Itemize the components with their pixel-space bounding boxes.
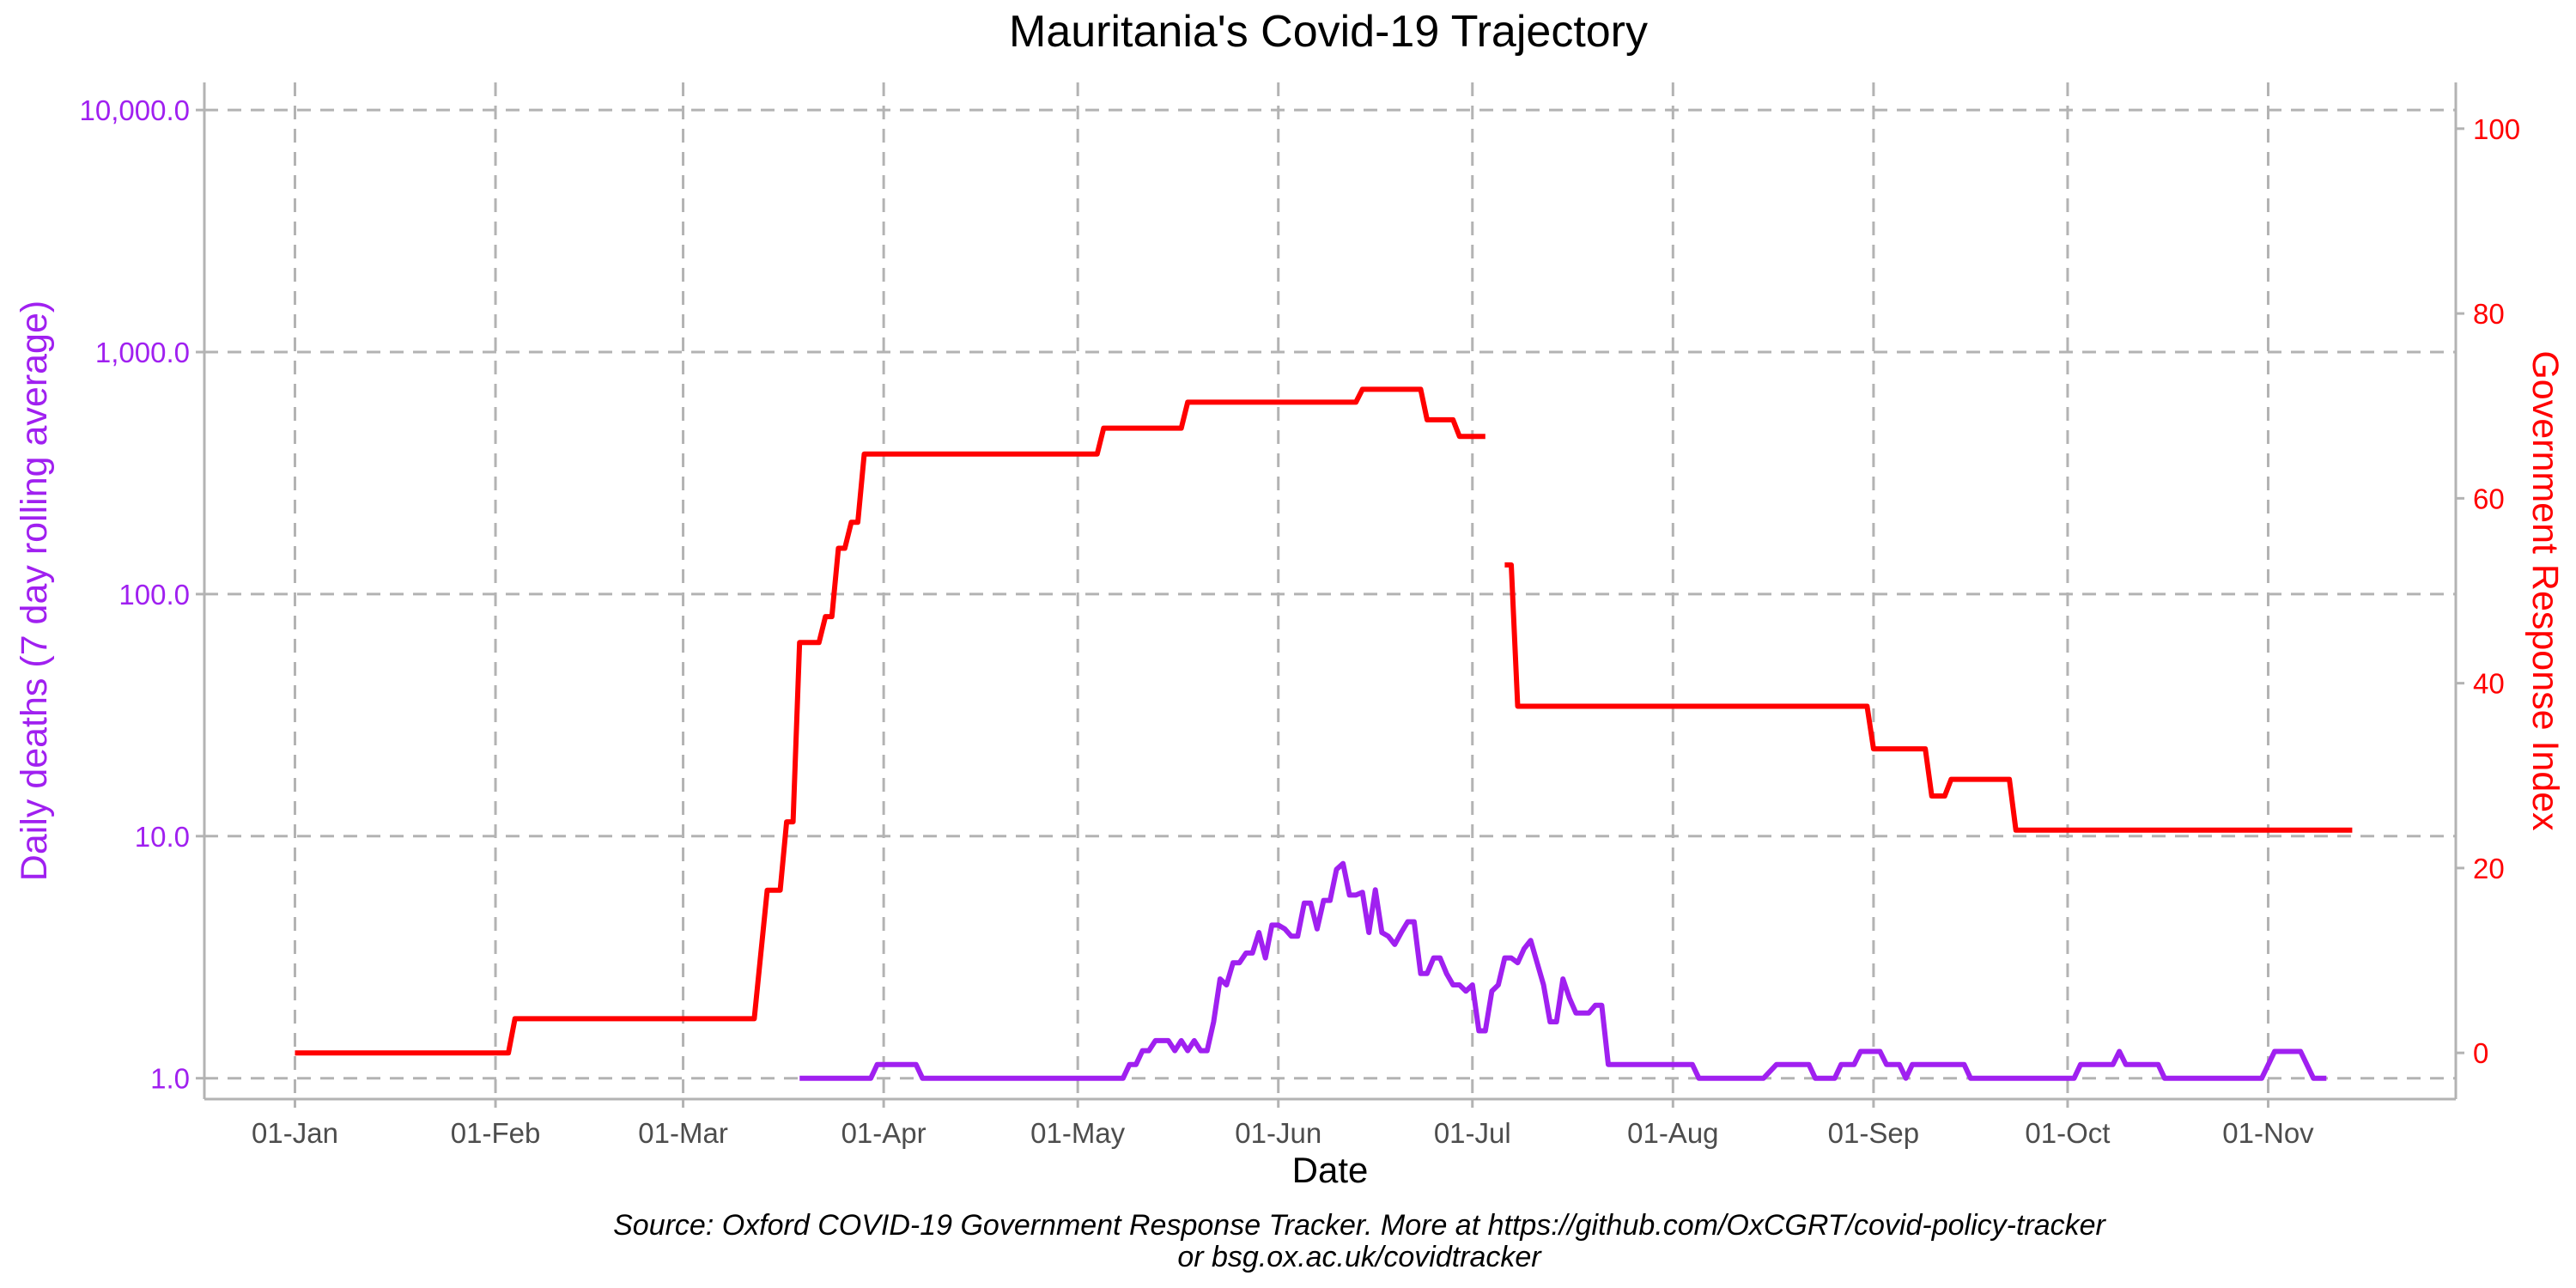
chart-title: Mauritania's Covid-19 Trajectory — [1009, 7, 1648, 57]
x-tick-label: 01-Mar — [638, 1117, 728, 1149]
x-tick-label: 01-May — [1030, 1117, 1126, 1149]
x-axis-ticks: 01-Jan 01-Feb 01-Mar 01-Apr 01-May 01-Jun 01-J… — [252, 1099, 2314, 1149]
left-y-axis-title: Daily deaths (7 day rolling average) — [14, 301, 55, 881]
daily-deaths-line — [799, 860, 2327, 1081]
right-y-tick-label: 20 — [2473, 853, 2505, 884]
right-y-axis-ticks: 0 20 40 60 80 100 — [2456, 113, 2520, 1069]
x-tick-label: 01-Oct — [2025, 1117, 2110, 1149]
right-y-tick-label: 100 — [2473, 113, 2520, 145]
left-y-tick-label: 10,000.0 — [80, 94, 190, 126]
right-y-tick-label: 0 — [2473, 1037, 2488, 1069]
left-y-tick-label: 1.0 — [150, 1063, 190, 1095]
x-tick-label: 01-Sep — [1828, 1117, 1919, 1149]
right-y-tick-label: 40 — [2473, 668, 2505, 700]
x-tick-label: 01-Nov — [2222, 1117, 2314, 1149]
left-y-axis-ticks: 1.0 10.0 100.0 1,000.0 10,000.0 — [80, 94, 204, 1095]
government-response-line — [295, 386, 1485, 1056]
x-tick-label: 01-Jun — [1235, 1117, 1321, 1149]
government-response-line — [1504, 562, 2353, 833]
left-y-tick-label: 1,000.0 — [95, 337, 190, 368]
source-caption-line2: or bsg.ox.ac.uk/covidtracker — [1177, 1241, 1542, 1273]
x-tick-label: 01-Jul — [1434, 1117, 1511, 1149]
x-tick-label: 01-Feb — [451, 1117, 541, 1149]
x-tick-label: 01-Aug — [1627, 1117, 1718, 1149]
x-axis-title: Date — [1292, 1150, 1369, 1190]
right-y-axis-title: Government Response Index — [2524, 350, 2566, 831]
source-caption-line1: Source: Oxford COVID-19 Government Respo… — [613, 1209, 2106, 1242]
x-tick-label: 01-Jan — [252, 1117, 338, 1149]
series-lines — [295, 386, 2353, 1081]
left-y-tick-label: 100.0 — [118, 579, 190, 611]
x-tick-label: 01-Apr — [841, 1117, 927, 1149]
gridlines — [204, 82, 2456, 1099]
right-y-tick-label: 60 — [2473, 483, 2505, 514]
left-y-tick-label: 10.0 — [135, 821, 190, 853]
right-y-tick-label: 80 — [2473, 298, 2505, 330]
